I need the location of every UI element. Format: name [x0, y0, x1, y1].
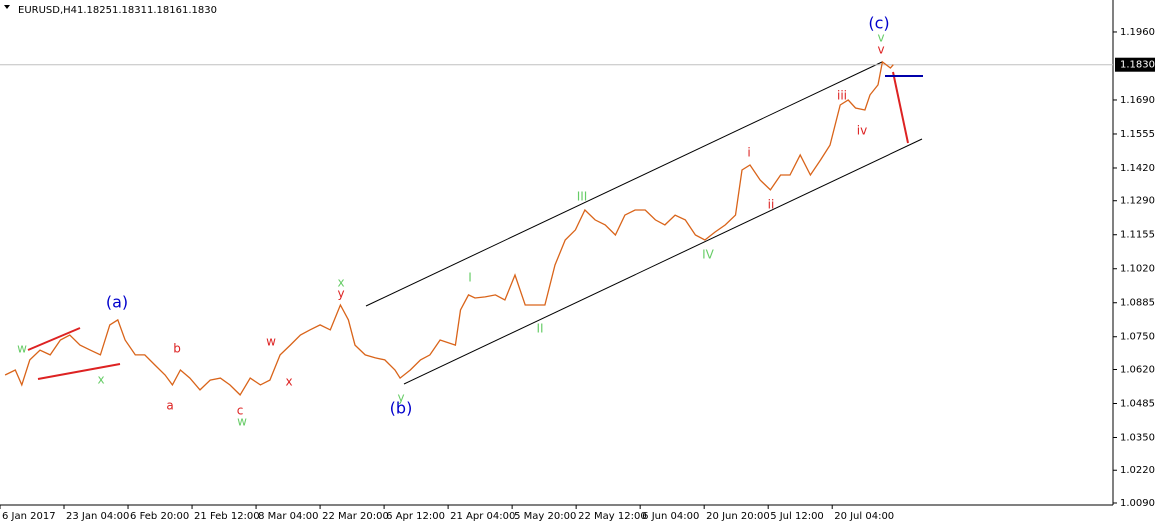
wave-label: x — [285, 375, 292, 389]
y-tick-label: 1.0485 — [1120, 398, 1155, 409]
x-tick-label: 21 Apr 04:00 — [450, 511, 515, 522]
x-tick-label: 20 Jul 04:00 — [834, 511, 894, 522]
price-line — [4, 60, 894, 396]
y-tick-label: 1.0620 — [1120, 364, 1155, 375]
y-tick-label: 1.1020 — [1120, 264, 1155, 275]
wave-label: (a) — [106, 293, 128, 312]
menu-arrow — [4, 5, 10, 9]
wave-label: IV — [702, 248, 715, 262]
x-tick-label: 6 Jun 04:00 — [642, 511, 699, 522]
x-tick-label: 21 Feb 12:00 — [194, 511, 260, 522]
ohlc-close: 1.1830 — [182, 5, 217, 16]
wave-label: x — [97, 373, 104, 387]
wave-label: I — [468, 271, 472, 285]
x-tick-label: 8 Mar 04:00 — [258, 511, 318, 522]
wave-label: (c) — [868, 14, 889, 33]
wave-label: b — [173, 342, 181, 356]
x-tick-label: 6 Jan 2017 — [2, 511, 56, 522]
wave-label: iv — [857, 124, 867, 138]
wave-label: ii — [768, 198, 775, 212]
wave-label: (b) — [390, 399, 413, 418]
chart-title: EURUSD,H4 — [18, 5, 77, 16]
wave-label: x — [337, 276, 344, 290]
y-tick-label: 1.1290 — [1120, 196, 1155, 207]
channel-upper — [365, 61, 883, 307]
x-tick-label: 6 Feb 20:00 — [130, 511, 189, 522]
y-tick-label: 1.1155 — [1120, 230, 1155, 241]
y-tick-label: 1.0750 — [1120, 332, 1155, 343]
y-tick-label: 1.0090 — [1120, 498, 1155, 509]
wave-label: iii — [837, 89, 847, 103]
projection-arrow — [892, 71, 909, 144]
wave-label: a — [166, 399, 173, 413]
x-tick-label: 22 May 12:00 — [578, 511, 647, 522]
y-tick-label: 1.0350 — [1120, 432, 1155, 443]
ohlc-high: 1.1831 — [112, 5, 147, 16]
triangle-lower — [37, 363, 121, 380]
wave-label: c — [237, 404, 244, 418]
x-tick-label: 5 May 20:00 — [514, 511, 576, 522]
triangle-upper — [27, 327, 81, 351]
y-tick-label: 1.1555 — [1120, 129, 1155, 140]
wave-label: w — [237, 415, 247, 429]
x-tick-label: 20 Jun 20:00 — [706, 511, 770, 522]
x-tick-label: 23 Jan 04:00 — [66, 511, 129, 522]
x-tick-label: 22 Mar 20:00 — [322, 511, 389, 522]
wave-label: y — [337, 287, 344, 301]
wave-label: v — [877, 31, 884, 45]
wave-label: y — [397, 391, 404, 405]
y-tick-label: 1.0220 — [1120, 465, 1155, 476]
wave-label: w — [266, 335, 276, 349]
channel-lower — [403, 138, 923, 385]
current-price-label: 1.1830 — [1120, 60, 1155, 71]
wave-label: III — [577, 190, 588, 204]
ohlc-open: 1.1825 — [77, 5, 112, 16]
wave-label: w — [17, 342, 27, 356]
ohlc-low: 1.1816 — [147, 5, 182, 16]
current-price-tag — [1115, 57, 1155, 72]
y-tick-label: 1.1420 — [1120, 163, 1155, 174]
y-tick-label: 1.0885 — [1120, 298, 1155, 309]
x-tick-label: 6 Apr 12:00 — [386, 511, 445, 522]
y-tick-label: 1.1690 — [1120, 95, 1155, 106]
wave-label: v — [877, 43, 884, 57]
y-tick-label: 1.1960 — [1120, 27, 1155, 38]
wave-label: i — [747, 146, 750, 160]
x-tick-label: 5 Jul 12:00 — [770, 511, 824, 522]
wave-label: II — [536, 322, 543, 336]
